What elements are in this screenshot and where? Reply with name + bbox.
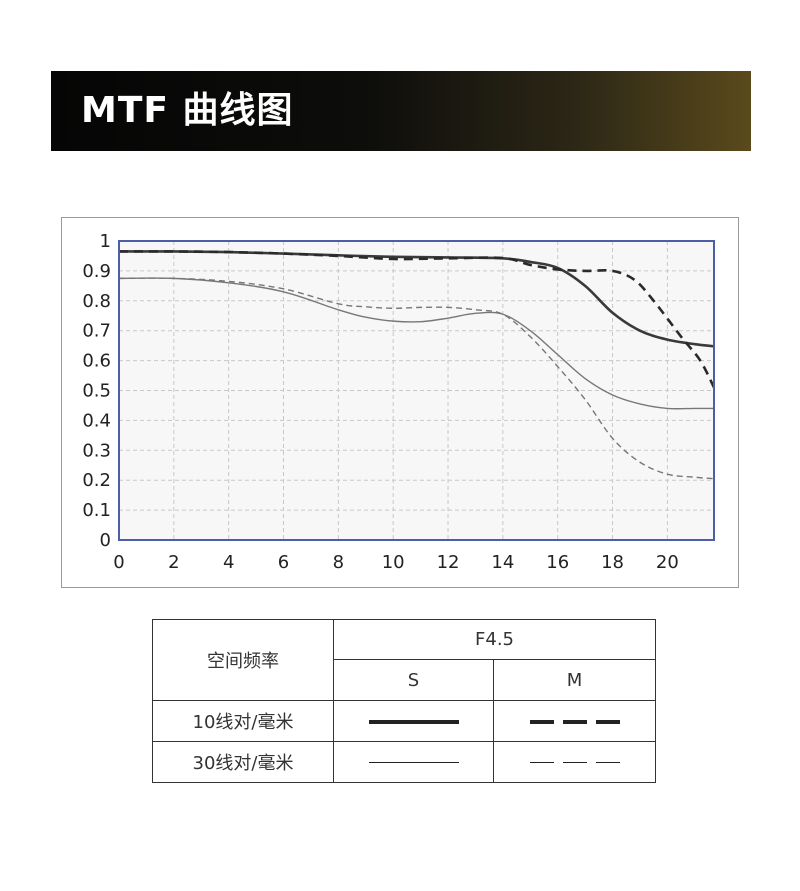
mtf-chart: 00.10.20.30.40.50.60.70.80.910 2 4 6 8 10 12 14… (82, 231, 716, 573)
legend-sample-30lp-m (492, 741, 657, 783)
x-tick-label: 14 (491, 552, 514, 573)
y-tick-label: 0.9 (82, 261, 111, 282)
x-tick-label: 8 (333, 552, 344, 573)
chart-frame: 0 0.1 0.2 0.3 0.4 0.5 0.6 0.7 0.8 0.9 1 0 2 4 6 8 10 12 14… (61, 217, 739, 588)
y-tick-label: 0 (100, 530, 111, 551)
y-tick-label: 0.2 (82, 470, 111, 491)
legend-header-label: 空间频率 (152, 619, 334, 701)
thin-solid-line-sample (368, 762, 459, 763)
x-tick-label: 6 (278, 552, 289, 573)
y-tick-label: 0.1 (82, 500, 111, 521)
legend-aperture: F4.5 (332, 619, 657, 660)
plot-border (118, 240, 715, 541)
x-tick-label: 10 (382, 552, 405, 573)
y-tick-label: 0.4 (82, 410, 111, 431)
x-tick-label: 2 (168, 552, 179, 573)
y-tick-label: 0.8 (82, 291, 111, 312)
x-tick-label: 20 (656, 552, 679, 573)
page-title: MTF 曲线图 (81, 90, 294, 131)
x-tick-label: 4 (223, 552, 234, 573)
series-line-thick-dash (118, 250, 716, 389)
y-tick-label: 0.7 (82, 321, 111, 342)
legend-col-m: M (492, 659, 657, 701)
x-tick-label: 16 (546, 552, 569, 573)
legend-col-s: S (333, 659, 494, 701)
legend-row-30lp: 30线对/毫米 (152, 741, 334, 783)
x-tick-label: 12 (437, 552, 460, 573)
x-tick-label: 0 (113, 552, 124, 573)
x-tick-label: 18 (601, 552, 624, 573)
thin-dashed-line-sample (529, 762, 620, 763)
legend-sample-10lp-m (492, 700, 657, 742)
thick-solid-line-sample (368, 719, 459, 724)
y-tick-label: 0.5 (82, 381, 111, 402)
legend-table: 空间频率 F4.5 S M 10线对/毫米 30线对/毫米 (152, 619, 657, 783)
y-tick-label: 1 (100, 231, 111, 252)
series-line-thin-dash (118, 277, 715, 480)
legend-sample-10lp-s (333, 700, 494, 742)
y-tick-label: 0.3 (82, 440, 111, 461)
legend-row-10lp: 10线对/毫米 (152, 700, 334, 742)
y-tick-label: 0.6 (82, 351, 111, 372)
series-line-thin-solid (118, 277, 714, 410)
thick-dashed-line-sample (529, 719, 620, 724)
title-banner: MTF 曲线图 (51, 71, 751, 151)
legend-sample-30lp-s (333, 741, 494, 783)
